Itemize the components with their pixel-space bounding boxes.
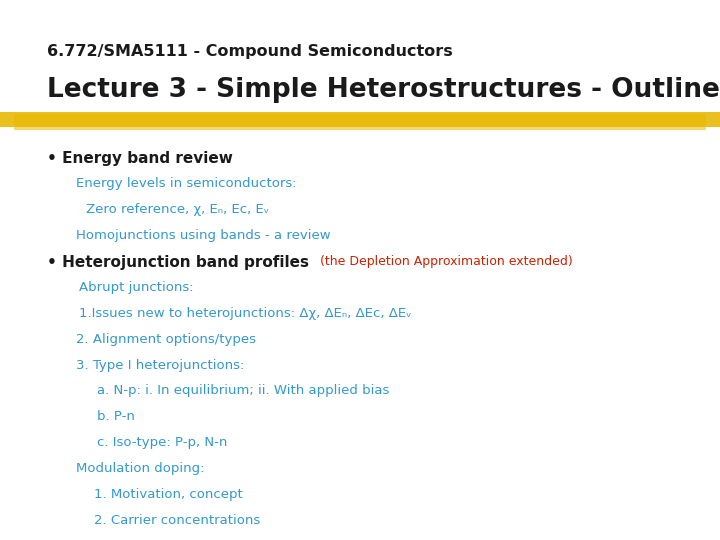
Text: 2. Alignment options/types: 2. Alignment options/types [76, 333, 256, 346]
Text: b. P-n: b. P-n [97, 410, 135, 423]
Text: a. N-p: i. In equilibrium; ii. With applied bias: a. N-p: i. In equilibrium; ii. With appl… [97, 384, 390, 397]
Text: 1.Issues new to heterojunctions: Δχ, ΔEₙ, ΔEᴄ, ΔEᵥ: 1.Issues new to heterojunctions: Δχ, ΔEₙ… [79, 307, 412, 320]
Bar [0, 112, 720, 127]
Text: 3. Type I heterojunctions:: 3. Type I heterojunctions: [76, 359, 244, 372]
Text: Lecture 3 - Simple Heterostructures - Outline: Lecture 3 - Simple Heterostructures - Ou… [47, 77, 720, 103]
Text: Homojunctions using bands - a review: Homojunctions using bands - a review [76, 229, 330, 242]
Text: Zero reference, χ, Eₙ, Eᴄ, Eᵥ: Zero reference, χ, Eₙ, Eᴄ, Eᵥ [86, 203, 270, 216]
Text: 6.772/SMA5111 - Compound Semiconductors: 6.772/SMA5111 - Compound Semiconductors [47, 44, 453, 59]
Text: 1. Motivation, concept: 1. Motivation, concept [94, 488, 243, 501]
Text: 2. Carrier concentrations: 2. Carrier concentrations [94, 514, 260, 527]
Text: Abrupt junctions:: Abrupt junctions: [79, 281, 194, 294]
Text: • Heterojunction band profiles: • Heterojunction band profiles [47, 255, 309, 270]
Text: (the Depletion Approximation extended): (the Depletion Approximation extended) [320, 255, 573, 268]
Bar [14, 114, 706, 131]
Text: Modulation doping:: Modulation doping: [76, 462, 204, 475]
Text: • Energy band review: • Energy band review [47, 151, 233, 166]
Text: Energy levels in semiconductors:: Energy levels in semiconductors: [76, 177, 296, 190]
Text: c. Iso-type: P-p, N-n: c. Iso-type: P-p, N-n [97, 436, 228, 449]
